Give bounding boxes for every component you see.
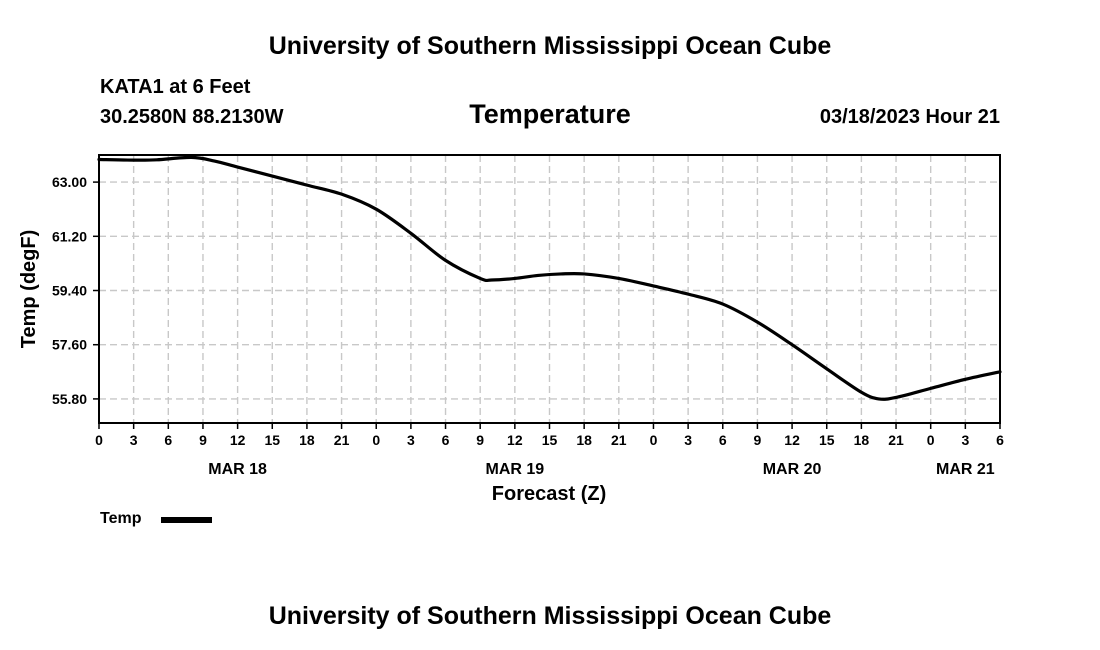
x-tick-label: 15	[819, 432, 835, 448]
x-tick-label: 3	[407, 432, 415, 448]
x-tick-label: 3	[684, 432, 692, 448]
date-label: MAR 19	[486, 461, 545, 478]
legend-swatch	[161, 517, 212, 523]
y-tick-label: 59.40	[52, 283, 87, 299]
x-tick-label: 6	[719, 432, 727, 448]
series-line-temp	[97, 155, 1002, 401]
y-axis-title: Temp (degF)	[18, 230, 40, 349]
x-axis-title: Forecast (Z)	[492, 483, 606, 505]
y-tick-label: 63.00	[52, 174, 87, 190]
x-tick-label: 12	[507, 432, 523, 448]
x-tick-label: 21	[888, 432, 904, 448]
station-label: KATA1 at 6 Feet	[100, 76, 251, 98]
x-tick-label: 12	[784, 432, 800, 448]
x-tick-label: 9	[476, 432, 484, 448]
x-tick-label: 18	[299, 432, 315, 448]
x-tick-label: 9	[754, 432, 762, 448]
date-label: MAR 20	[763, 461, 822, 478]
x-tick-label: 6	[996, 432, 1004, 448]
date-label: MAR 18	[208, 461, 267, 478]
y-tick-label: 61.20	[52, 228, 87, 244]
legend-label: Temp	[100, 510, 142, 527]
x-tick-label: 3	[130, 432, 138, 448]
x-tick-label: 12	[230, 432, 246, 448]
y-tick-label: 55.80	[52, 391, 87, 407]
x-tick-label: 0	[372, 432, 380, 448]
x-tick-label: 21	[611, 432, 627, 448]
datetime-label: 03/18/2023 Hour 21	[819, 106, 1000, 128]
bottom-title: University of Southern Mississippi Ocean…	[268, 602, 832, 630]
x-tick-label: 15	[264, 432, 280, 448]
x-tick-label: 9	[199, 432, 207, 448]
date-label: MAR 21	[936, 461, 995, 478]
x-tick-label: 21	[334, 432, 350, 448]
y-tick-label: 57.60	[52, 337, 87, 353]
x-tick-label: 15	[542, 432, 558, 448]
x-tick-label: 3	[961, 432, 969, 448]
axes: 0 3 6 9 12 15 18 21 0 3 6 9 12 15 18 21 0 3 6 9 12 15 18 21 0 3 6 5…	[52, 174, 1004, 478]
x-tick-label: 6	[442, 432, 450, 448]
grid	[99, 155, 1000, 423]
x-tick-label: 18	[854, 432, 870, 448]
top-title: University of Southern Mississippi Ocean…	[268, 32, 832, 60]
x-tick-label: 0	[927, 432, 935, 448]
x-tick-label: 0	[650, 432, 658, 448]
chart-title: Temperature	[469, 99, 631, 129]
x-tick-label: 6	[164, 432, 172, 448]
series-layer	[97, 155, 1002, 401]
x-tick-label: 0	[95, 432, 103, 448]
x-tick-label: 18	[576, 432, 592, 448]
location-label: 30.2580N 88.2130W	[100, 106, 284, 128]
